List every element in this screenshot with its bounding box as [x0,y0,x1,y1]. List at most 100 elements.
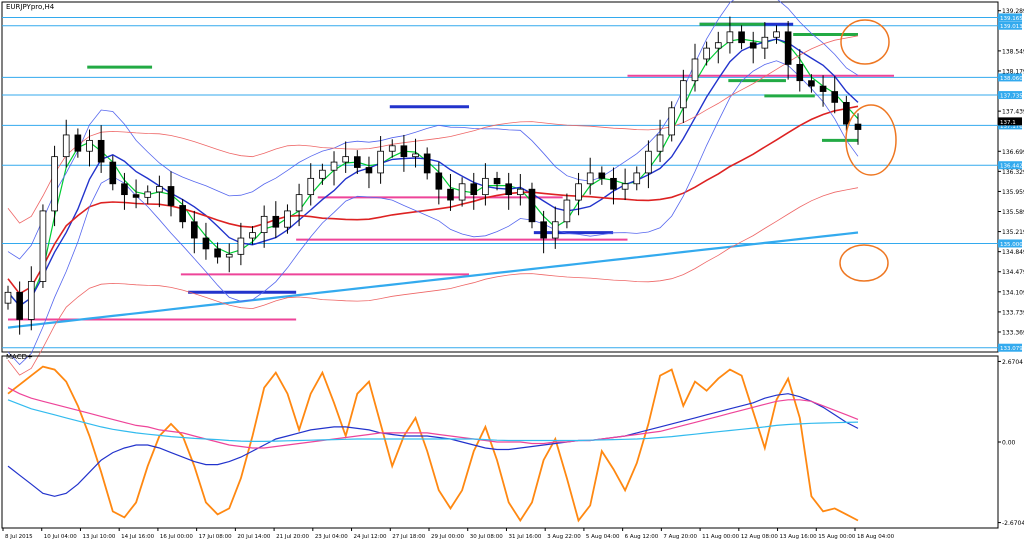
level-price-label: 139.013 [1000,24,1023,30]
level-price-box [998,91,1022,100]
time-tick-label: 11 Aug 00:00 [702,534,740,540]
level-price-label: 139.165 [1000,16,1023,22]
candle-body [330,161,338,171]
price-tick-label: 135.959 [1002,189,1024,196]
candle-body [237,237,245,255]
candle-body [27,281,35,320]
candle-body [190,221,198,239]
candle-body [796,64,804,82]
candle-body [726,31,734,44]
oscillator-line [7,365,859,523]
candle-body [493,177,501,185]
time-tick-label: 21 Jul 20:00 [276,534,309,540]
oscillator-tick-label: 2.6704 [1002,359,1023,366]
candle-body [668,107,676,136]
candle-body [761,36,769,49]
level-price-label: 137.176 [1000,124,1023,130]
candle-body [691,58,699,82]
time-tick-label: 8 Jul 2015 [5,534,33,540]
candle-body [354,156,361,168]
price-panel-frame [1,1,999,353]
price-tick-label: 138.179 [1002,68,1024,75]
level-price-box [998,343,1022,352]
band-line [7,60,859,366]
candle-body [156,186,163,193]
candle-body [388,145,396,152]
candle-body [714,42,722,49]
candle-body [365,167,373,174]
candle-body [458,183,466,201]
candle-body [575,183,582,201]
oscillator-tick-label: -2.6704 [1002,520,1024,527]
time-tick-label: 14 Jul 16:00 [121,534,154,540]
indicator-lines [7,0,859,376]
candle-body [342,156,349,163]
candle-body [249,232,256,239]
band-line [7,0,859,260]
envelope-line [7,187,859,376]
candle-body [586,172,594,185]
time-tick-label: 23 Jul 04:00 [315,534,348,540]
candle-body [784,31,792,65]
candle-body [74,134,82,152]
oscillator-line [7,399,859,442]
candle-body [610,177,617,190]
candle-body [633,172,641,185]
price-tick-label: 133.369 [1002,329,1024,336]
candle-body [295,194,303,212]
time-tick-label: 15 Aug 00:00 [818,534,856,540]
candle-body [97,139,105,163]
candle-body [62,134,70,158]
price-tick-label: 137.439 [1002,109,1024,116]
candle-body [167,186,175,206]
time-tick-label: 20 Jul 14:00 [237,534,270,540]
annotation-circle [839,244,889,282]
candle-body [517,188,524,196]
candle-body [656,134,664,152]
envelope-line [7,35,859,224]
candle-body [773,31,780,38]
level-price-box [998,161,1022,170]
candle-body [39,210,47,282]
time-tick-label: 12 Aug 08:00 [741,534,779,540]
candle-body [540,221,547,239]
candle-body [260,215,268,234]
level-price-label: 137.735 [1000,94,1023,100]
candle-body [319,169,326,179]
moving-average-line [7,231,859,329]
moving-average-line [7,105,859,295]
candle-body [202,237,210,250]
price-tick-label: 135.219 [1002,229,1024,236]
candle-body [621,183,629,190]
price-tick-label: 138.549 [1002,48,1024,55]
time-tick-label: 29 Jul 00:00 [431,534,464,540]
time-axis: 8 Jul 2015 10 Jul 04:00 13 Jul 10:00 14 Jul… [2,528,895,540]
time-tick-label: 18 Aug 04:00 [857,534,895,540]
candle-body [377,150,384,174]
level-price-box [998,121,1022,130]
moving-average-line [7,38,859,307]
candle-body [528,188,536,223]
chart-title: EURJPYpro,H4 [6,3,55,11]
price-panel [1,1,999,353]
level-price-label: 133.079 [1000,346,1023,352]
time-tick-label: 3 Aug 22:00 [547,534,581,540]
level-price-box [998,13,1022,22]
current-price-label: 137.1 [1000,120,1016,126]
current-price-box [998,117,1022,126]
candle-body [819,85,827,92]
oscillator-title: MACD+ [6,353,33,361]
level-price-box [998,239,1022,248]
candle-body [272,215,280,228]
candle-body [423,153,431,174]
candle-body [680,80,687,109]
oscillator-tick-label: 0.00 [1002,440,1016,447]
candle-body [808,80,815,87]
candle-body [435,172,443,190]
level-price-box [998,21,1022,30]
candle-body [843,101,850,125]
annotation-circle [840,19,890,65]
oscillator-line [7,387,859,449]
candle-body [563,199,571,223]
